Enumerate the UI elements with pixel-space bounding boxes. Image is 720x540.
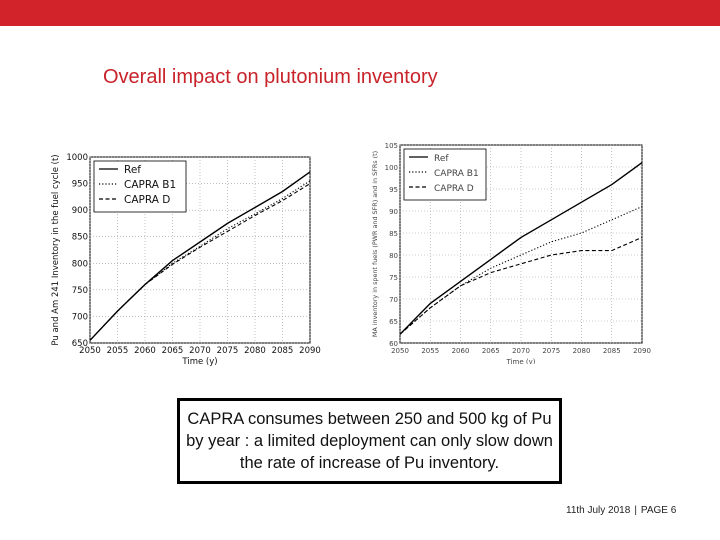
conclusion-text: CAPRA consumes between 250 and 500 kg of… [186, 410, 553, 472]
x-tick-label: 2075 [217, 346, 239, 356]
slide-title: Overall impact on plutonium inventory [103, 66, 438, 88]
chart-legend: Ref CAPRA B1 CAPRA D [403, 148, 487, 201]
legend-label: CAPRA B1 [124, 179, 176, 191]
top-accent-bar [0, 0, 720, 26]
y-tick-label: 900 [72, 206, 88, 216]
chart-legend: Ref CAPRA B1 CAPRA D [93, 160, 187, 213]
x-tick-label: 2065 [482, 347, 500, 355]
x-tick-label: 2070 [189, 346, 211, 356]
series-line-ref [399, 162, 643, 335]
x-tick-label: 2050 [391, 347, 409, 355]
y-tick-label: 650 [72, 339, 88, 349]
legend-label: Ref [434, 154, 449, 164]
y-tick-label: 85 [389, 230, 398, 238]
x-tick-label: 2055 [421, 347, 439, 355]
x-axis-label: Time (y) [506, 358, 536, 364]
x-tick-label: 2060 [134, 346, 156, 356]
legend-label: CAPRA D [124, 194, 170, 206]
ma-inventory-chart: 2050 2055 2060 2065 2070 2075 2080 2085 2090 60 65… [371, 142, 651, 364]
y-tick-label: 100 [385, 164, 398, 172]
y-axis-label: MA inventory in spent fuels (PWR and SFR… [371, 151, 379, 337]
y-tick-label: 800 [72, 259, 88, 269]
y-tick-label: 80 [389, 252, 398, 260]
footer: 11th July 2018 | PAGE 6 [566, 505, 676, 516]
y-tick-label: 700 [72, 312, 88, 322]
y-tick-label: 105 [385, 142, 398, 150]
y-tick-label: 60 [389, 340, 398, 348]
legend-label: Ref [124, 164, 141, 176]
y-tick-label: 850 [72, 233, 88, 243]
y-tick-label: 70 [389, 296, 398, 304]
conclusion-box: CAPRA consumes between 250 and 500 kg of… [177, 398, 562, 484]
y-tick-label: 950 [72, 180, 88, 190]
y-tick-label: 75 [389, 274, 398, 282]
pu-inventory-chart: 2050 2055 2060 2065 2070 2075 2080 2085 2090 650 7… [51, 153, 321, 367]
y-axis-label: Pu and Am 241 Inventory in the fuel cycl… [51, 154, 61, 345]
x-tick-label: 2080 [573, 347, 591, 355]
x-tick-label: 2080 [244, 346, 266, 356]
x-tick-label: 2075 [542, 347, 560, 355]
x-tick-label: 2065 [162, 346, 184, 356]
x-tick-label: 2060 [452, 347, 470, 355]
legend-label: CAPRA B1 [434, 169, 479, 179]
series-line-capra-d [399, 236, 643, 335]
y-tick-label: 1000 [66, 153, 88, 163]
x-tick-label: 2070 [512, 347, 530, 355]
x-axis-label: Time (y) [181, 357, 217, 367]
footer-date: 11th July 2018 [566, 505, 631, 516]
x-tick-label: 2055 [107, 346, 129, 356]
x-tick-label: 2085 [603, 347, 621, 355]
series-line-capra-d [89, 183, 311, 341]
x-tick-label: 2050 [79, 346, 101, 356]
y-tick-label: 90 [389, 208, 398, 216]
y-tick-label: 65 [389, 318, 398, 326]
y-tick-label: 95 [389, 186, 398, 194]
y-tick-label: 750 [72, 286, 88, 296]
x-tick-label: 2090 [633, 347, 651, 355]
footer-separator: | [634, 505, 637, 516]
legend-label: CAPRA D [434, 184, 474, 194]
x-tick-label: 2090 [299, 346, 321, 356]
x-tick-label: 2085 [272, 346, 294, 356]
page-number: PAGE 6 [640, 505, 677, 516]
